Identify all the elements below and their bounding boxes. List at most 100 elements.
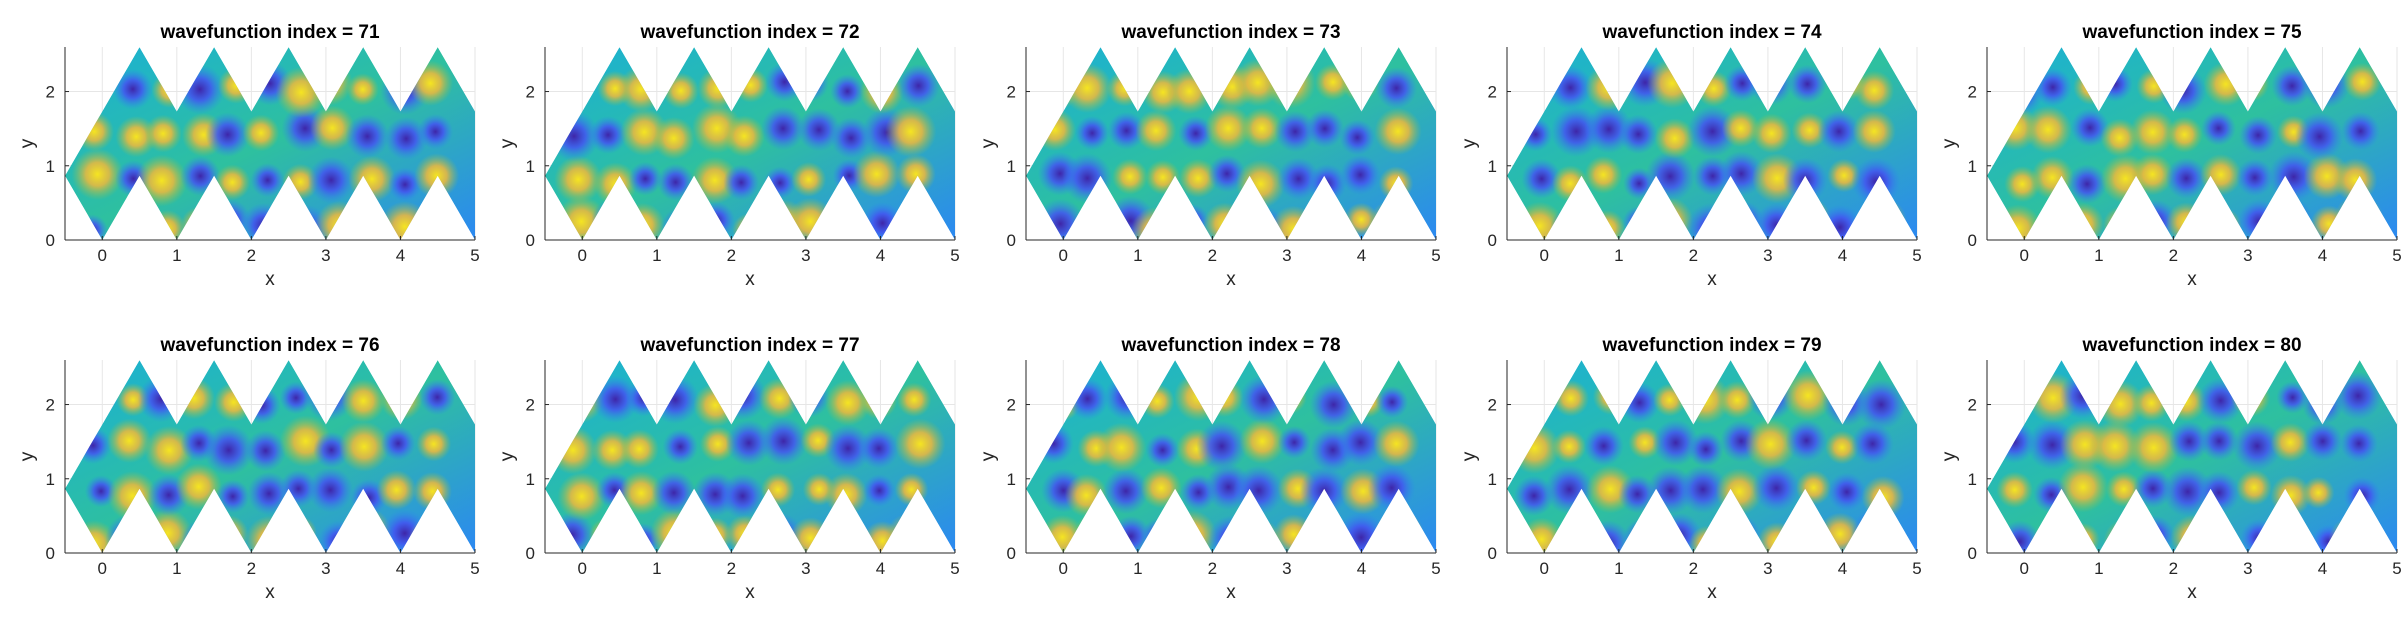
density-peak bbox=[652, 117, 695, 160]
x-axis-label: x bbox=[1226, 582, 1236, 603]
panel-title: wavefunction index = 75 bbox=[2081, 22, 2302, 43]
x-tick-label: 1 bbox=[1133, 559, 1142, 578]
subplot-panel: 0 1 2 3 4 5 0 1 2 wavefunction index = 72 x y bbox=[497, 22, 960, 290]
density-trough bbox=[1855, 379, 1907, 430]
density-trough bbox=[824, 424, 872, 473]
y-tick-label: 2 bbox=[1488, 83, 1497, 102]
y-tick-label: 0 bbox=[1968, 231, 1977, 250]
density-trough bbox=[2339, 424, 2378, 463]
density-trough bbox=[760, 106, 806, 151]
x-tick-label: 4 bbox=[1357, 246, 1366, 265]
x-tick-label: 0 bbox=[578, 559, 587, 578]
y-tick-label: 2 bbox=[1968, 83, 1977, 102]
y-tick-label: 2 bbox=[46, 396, 55, 415]
density-trough bbox=[2133, 468, 2173, 509]
y-tick-label: 0 bbox=[1007, 231, 1016, 250]
subplot-panel: 0 1 2 3 4 5 0 1 2 wavefunction index = 73 x y bbox=[978, 22, 1441, 290]
x-tick-label: 2 bbox=[2169, 559, 2178, 578]
y-tick-label: 2 bbox=[1007, 83, 1016, 102]
panel-title: wavefunction index = 78 bbox=[1120, 335, 1340, 356]
x-tick-label: 1 bbox=[172, 559, 181, 578]
density-peak bbox=[1205, 104, 1252, 152]
x-axis-label: x bbox=[265, 582, 275, 603]
x-axis-label: x bbox=[2187, 582, 2197, 603]
y-axis-label: y bbox=[17, 138, 38, 148]
subplot-panel: 0 1 2 3 4 5 0 1 2 wavefunction index = 77 x y bbox=[497, 335, 960, 603]
density-peak bbox=[699, 426, 736, 462]
y-axis-label: y bbox=[17, 451, 38, 461]
x-tick-label: 3 bbox=[2243, 246, 2252, 265]
panel-title: wavefunction index = 79 bbox=[1601, 335, 1821, 356]
x-tick-label: 1 bbox=[1614, 559, 1623, 578]
density-peak bbox=[2024, 105, 2072, 154]
density-trough bbox=[1102, 468, 1149, 515]
x-tick-label: 4 bbox=[1838, 559, 1847, 578]
x-tick-label: 4 bbox=[1357, 559, 1366, 578]
y-tick-label: 0 bbox=[1007, 544, 1016, 563]
density-peak bbox=[2131, 153, 2174, 196]
density-peak bbox=[852, 150, 901, 198]
x-tick-label: 4 bbox=[876, 246, 885, 265]
x-tick-label: 5 bbox=[2392, 246, 2401, 265]
x-tick-label: 3 bbox=[1282, 559, 1291, 578]
x-axis-label: x bbox=[745, 269, 755, 290]
density-trough bbox=[1277, 425, 1311, 459]
subplot-panel: 0 1 2 3 4 5 0 1 2 wavefunction index = 74 x y bbox=[1459, 22, 1922, 290]
x-tick-label: 4 bbox=[2318, 559, 2327, 578]
subplot-panel: 0 1 2 3 4 5 0 1 2 wavefunction index = 71 x y bbox=[17, 22, 480, 290]
panel-title: wavefunction index = 77 bbox=[639, 335, 859, 356]
density-trough bbox=[1687, 431, 1724, 468]
density-trough bbox=[589, 115, 628, 154]
density-trough bbox=[1336, 418, 1385, 467]
x-tick-label: 1 bbox=[2094, 559, 2103, 578]
x-tick-label: 5 bbox=[1912, 246, 1921, 265]
density-trough bbox=[1785, 419, 1828, 462]
density-trough bbox=[2235, 158, 2274, 197]
density-trough bbox=[1787, 64, 1827, 104]
density-peak bbox=[2127, 421, 2180, 474]
panel-title: wavefunction index = 74 bbox=[1601, 22, 1822, 43]
density-trough bbox=[384, 116, 428, 161]
y-tick-label: 2 bbox=[1968, 396, 1977, 415]
density-peak bbox=[2343, 62, 2382, 101]
density-peak bbox=[619, 429, 659, 469]
density-peak bbox=[896, 154, 936, 195]
density-trough bbox=[2239, 116, 2278, 155]
density-trough bbox=[1145, 433, 1180, 468]
density-peak bbox=[1374, 107, 1422, 155]
x-tick-label: 0 bbox=[2020, 559, 2029, 578]
density-trough bbox=[307, 467, 354, 513]
density-trough bbox=[250, 163, 285, 198]
density-trough bbox=[2067, 164, 2108, 204]
x-tick-label: 1 bbox=[1133, 246, 1142, 265]
density-peak bbox=[1112, 158, 1148, 195]
density-peak bbox=[897, 382, 932, 417]
x-tick-label: 2 bbox=[727, 559, 736, 578]
density-trough bbox=[2232, 421, 2283, 471]
y-tick-label: 1 bbox=[526, 157, 535, 176]
density-trough bbox=[345, 114, 390, 159]
y-tick-label: 1 bbox=[1007, 157, 1016, 176]
density-trough bbox=[896, 63, 941, 108]
density-trough bbox=[1340, 154, 1381, 195]
density-trough bbox=[1618, 474, 1657, 514]
density-peak bbox=[1744, 418, 1797, 470]
density-peak bbox=[107, 418, 152, 463]
density-trough bbox=[720, 473, 766, 519]
density-trough bbox=[1513, 475, 1555, 516]
x-tick-label: 4 bbox=[876, 559, 885, 578]
y-tick-label: 0 bbox=[526, 544, 535, 563]
density-trough bbox=[1375, 385, 1409, 419]
density-peak bbox=[2129, 109, 2176, 155]
x-tick-label: 2 bbox=[1689, 559, 1698, 578]
density-trough bbox=[797, 108, 841, 152]
subplot-panel: 0 1 2 3 4 5 0 1 2 wavefunction index = 78 x y bbox=[978, 335, 1441, 603]
x-tick-label: 1 bbox=[652, 559, 661, 578]
y-tick-label: 1 bbox=[1488, 157, 1497, 176]
density-trough bbox=[1375, 67, 1418, 109]
x-tick-label: 2 bbox=[727, 246, 736, 265]
y-tick-label: 0 bbox=[46, 231, 55, 250]
density-peak bbox=[1241, 107, 1283, 149]
density-trough bbox=[203, 424, 255, 476]
x-tick-label: 0 bbox=[1540, 246, 1549, 265]
